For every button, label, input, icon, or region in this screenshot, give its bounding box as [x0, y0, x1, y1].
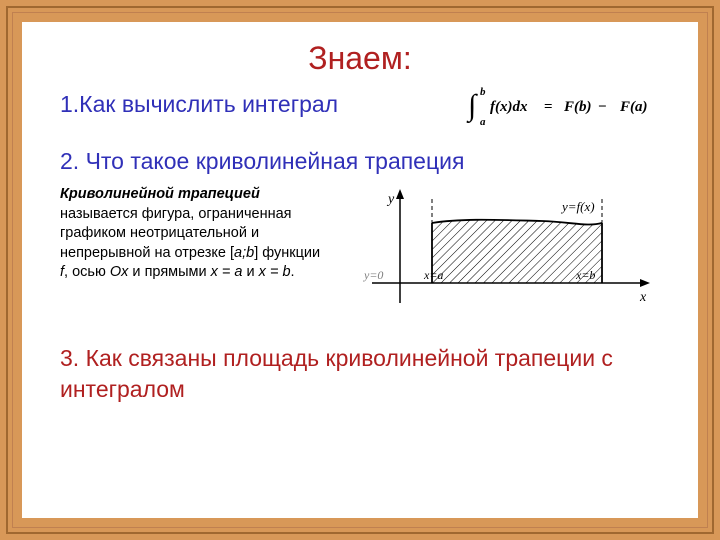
- def-ab: a;b: [234, 245, 254, 261]
- x-arrow: [640, 279, 650, 287]
- label-xb: x=b: [575, 268, 595, 282]
- def-b3: , осью: [64, 264, 110, 280]
- def-b2: ] функции: [254, 245, 320, 261]
- integral-sign: ∫: [466, 89, 478, 124]
- formula-upper: b: [480, 86, 486, 98]
- graph-svg: y x y=f(x) x=a x=b y=0: [344, 185, 660, 315]
- curvilinear-trapezoid-graph: y x y=f(x) x=a x=b y=0: [344, 185, 660, 315]
- label-y: y: [386, 192, 395, 207]
- y-arrow: [396, 189, 404, 199]
- slide: Знаем: 1.Как вычислить интеграл ∫ a b f(…: [22, 22, 698, 518]
- formula-eq: =: [544, 99, 553, 115]
- item-1-text: 1.Как вычислить интеграл: [60, 91, 338, 117]
- label-y0: y=0: [363, 268, 383, 282]
- definition-text: Криволинейной трапецией называется фигур…: [60, 185, 330, 315]
- formula-integrand: f(x)dx: [490, 99, 528, 115]
- def-xb: x = b: [259, 264, 291, 280]
- integral-formula: ∫ a b f(x)dx = F(b) − F(a): [460, 83, 670, 127]
- item-1: 1.Как вычислить интеграл ∫ a b f(x)dx = …: [60, 91, 660, 118]
- formula-lower: a: [480, 116, 486, 127]
- slide-title: Знаем:: [60, 40, 660, 77]
- formula-minus: −: [598, 99, 607, 115]
- formula-fa: F(a): [619, 99, 648, 115]
- def-lead: Криволинейной трапецией: [60, 186, 260, 202]
- def-period: .: [291, 264, 295, 280]
- label-yfx: y=f(x): [560, 199, 595, 214]
- definition-row: Криволинейной трапецией называется фигур…: [60, 185, 660, 315]
- label-xa: x=a: [423, 268, 443, 282]
- def-xa: x = a: [211, 264, 243, 280]
- def-and: и: [243, 264, 259, 280]
- def-ox: Ox: [110, 264, 129, 280]
- formula-fb: F(b): [563, 99, 592, 115]
- label-x: x: [639, 290, 647, 305]
- item-3: 3. Как связаны площадь криволинейной тра…: [60, 343, 660, 405]
- item-2: 2. Что такое криволинейная трапеция: [60, 148, 660, 175]
- def-b4: и прямыми: [128, 264, 210, 280]
